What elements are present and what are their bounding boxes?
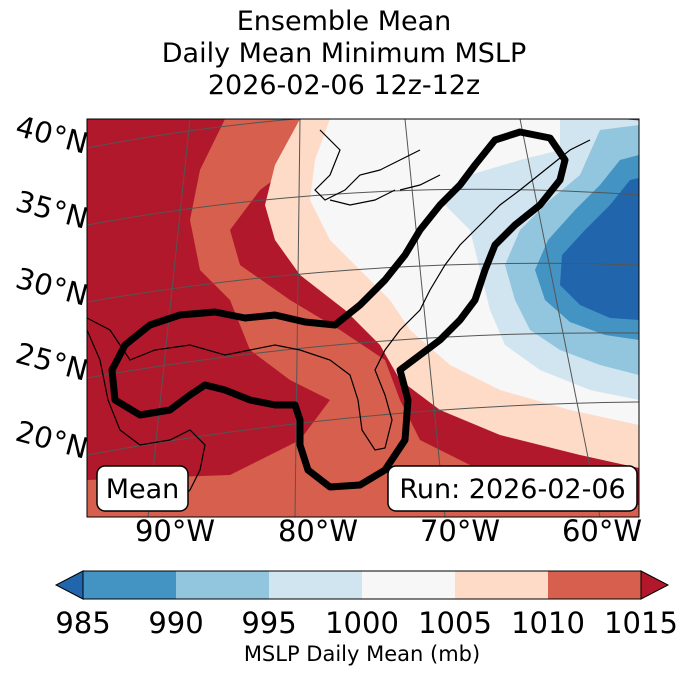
field-below-985 [560,178,639,320]
lat-labels: 40°N 35°N 30°N 25°N 20°N [12,109,91,466]
run-box: Run: 2026-02-06 [387,465,638,512]
mexico-coast [87,329,206,511]
lake-ontario [399,174,441,191]
lon-label-70w: 70°W [420,514,500,548]
gridline-35n [87,188,639,226]
map-frame [86,118,640,518]
gridline-60w [519,119,601,517]
us-east-gulf-coast [87,139,591,451]
colorbar-bin-1000-1005 [362,571,455,599]
gridline-25n [87,332,639,379]
colorbar-label: MSLP Daily Mean (mb) [244,642,480,666]
colorbar-bin-1005-1010 [455,571,548,599]
lake-erie [329,189,396,206]
ensemble-outline-contour [108,128,569,491]
title-line-2: Daily Mean Minimum MSLP [161,38,527,69]
mean-box: Mean [96,465,189,512]
mean-box-text: Mean [106,474,180,505]
colorbar: 985 990 995 1000 1005 1010 1015 MSLP Dai… [54,570,678,666]
colorbar-bin-995-1000 [269,571,362,599]
colorbar-bin-985-990 [83,571,176,599]
colorbar-tick-1015: 1015 [604,606,678,640]
lat-label-30n: 30°N [12,261,91,313]
lat-label-25n: 25°N [12,336,91,388]
map-area [87,119,639,517]
colorbar-tick-1005: 1005 [418,606,492,640]
lat-label-35n: 35°N [12,184,91,236]
gridline-70w [404,119,446,517]
run-box-text: Run: 2026-02-06 [399,474,625,505]
lon-labels: 90°W 80°W 70°W 60°W [135,514,642,548]
coastlines [87,129,591,511]
colorbar-tick-995: 995 [241,606,296,640]
lon-label-90w: 90°W [135,514,215,548]
lon-label-60w: 60°W [562,514,642,548]
lat-label-40n: 40°N [12,109,91,161]
colorbar-tick-1010: 1010 [511,606,585,640]
colorbar-tick-990: 990 [148,606,203,640]
gridline-20n [87,401,639,456]
colorbar-bin-1010-1015 [548,571,641,599]
colorbar-bin-990-995 [176,571,269,599]
field-1010-1015 [87,119,639,517]
colorbar-frame [82,570,642,600]
title-line-3: 2026-02-06 12z-12z [207,70,481,101]
great-lakes [314,129,421,201]
gridline-40n [87,119,639,149]
colorbar-tick-1000: 1000 [325,606,399,640]
colorbar-extend-high [640,570,670,600]
title-line-1: Ensemble Mean [236,6,452,37]
lat-label-20n: 20°N [12,414,91,466]
colorbar-tick-985: 985 [55,606,110,640]
gridline-30n [87,262,639,303]
colorbar-extend-low [54,570,84,600]
lon-label-80w: 80°W [278,514,358,548]
